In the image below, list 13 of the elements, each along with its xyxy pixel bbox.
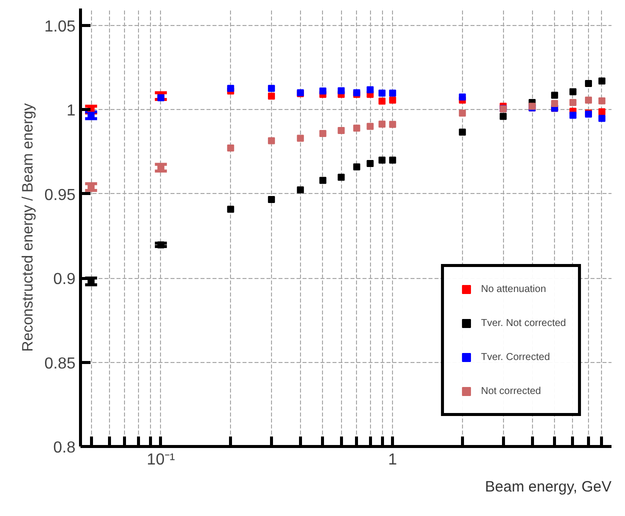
legend-label: No attenuation	[480, 284, 546, 294]
legend-label: Tver. Corrected	[480, 352, 550, 362]
y-tick-label: 0.85	[44, 355, 76, 372]
y-tick-label: 1	[66, 102, 76, 120]
y-axis-title: Reconstructed energy / Beam energy	[19, 102, 36, 352]
x-axis-title: Beam energy, GeV	[485, 478, 612, 496]
x-tick-label: 10⁻¹	[146, 452, 175, 468]
y-tick-label: 0.95	[44, 186, 76, 204]
y-tick-label: 0.9	[53, 271, 76, 288]
legend-label: Tver. Not corrected	[480, 318, 566, 328]
y-tick-label: 1.05	[44, 18, 76, 36]
legend-label: Not corrected	[480, 386, 541, 396]
y-tick-label: 0.8	[53, 440, 76, 456]
